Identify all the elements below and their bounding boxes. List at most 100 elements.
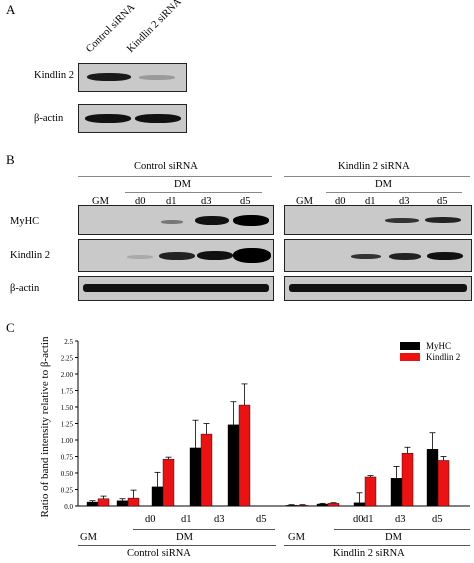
xgroup-label-control: Control siRNA: [127, 548, 191, 559]
panel-c-letter: C: [6, 320, 15, 335]
xtick-label-d0-kindlin2: d0: [353, 514, 364, 525]
y-tick-label: 2.25: [61, 355, 74, 363]
xgroup-dm-control: DM: [176, 532, 193, 543]
x-underline-gm-control: [78, 545, 106, 546]
bar-myhc: [116, 500, 129, 507]
lane-d3-kindlin2: d3: [399, 196, 410, 207]
band: [197, 251, 233, 260]
band: [161, 220, 183, 224]
bar-kindlin-2: [437, 460, 450, 507]
lane-d0-control: d0: [135, 196, 146, 207]
band: [195, 216, 229, 225]
band: [233, 248, 271, 263]
x-underline-all-control: [106, 545, 276, 546]
y-tick-label: 2.00: [61, 371, 74, 379]
x-underline-all-kindlin2: [284, 545, 470, 546]
y-tick-label: 1.50: [61, 404, 74, 412]
xtick-label-d0-control: d0: [145, 514, 156, 525]
bar-myhc: [285, 505, 298, 507]
bar-kindlin-2: [238, 404, 251, 507]
band: [389, 253, 421, 260]
blot-b-row-label-kindlin2: Kindlin 2: [10, 250, 50, 261]
bars: [86, 383, 450, 507]
xgroup-label-kindlin2: Kindlin 2 siRNA: [333, 548, 405, 559]
blot-a-row-label-actin: β-actin: [34, 113, 64, 124]
group-underline-kindlin2: [284, 176, 470, 177]
bar-myhc: [316, 503, 329, 507]
legend-swatch: [400, 342, 420, 350]
blot-b-row-label-myhc: MyHC: [10, 216, 40, 227]
xgroup-gm-control: GM: [80, 532, 97, 543]
y-tick-label: 0.75: [61, 454, 74, 462]
y-axis-label: Ratio of band intensity relative to β-ac…: [39, 336, 51, 517]
group-label-control: Control siRNA: [134, 161, 198, 172]
band: [351, 254, 381, 259]
lane-d5-control: d5: [240, 196, 251, 207]
y-tick-label: 1.25: [61, 421, 74, 429]
lane-gm-control: GM: [92, 196, 109, 207]
legend-swatch: [400, 353, 420, 361]
lane-d1-kindlin2: d1: [365, 196, 376, 207]
xtick-label-d1-control: d1: [181, 514, 192, 525]
band: [139, 75, 175, 80]
bar-kindlin-2: [200, 433, 213, 507]
y-tick-label: 0.50: [61, 470, 74, 478]
xtick-label-d5-kindlin2: d5: [432, 514, 443, 525]
blot-b-myhc-control: [78, 205, 274, 235]
band: [83, 284, 269, 292]
xgroup-gm-kindlin2: GM: [288, 532, 305, 543]
bar-kindlin-2: [162, 458, 175, 507]
dm-label-kindlin2: DM: [375, 179, 392, 190]
bar-kindlin-2: [127, 497, 140, 507]
band: [87, 73, 131, 81]
legend-label: Kindlin 2: [426, 352, 460, 362]
xtick-label-d5-control: d5: [256, 514, 267, 525]
group-label-kindlin2: Kindlin 2 siRNA: [338, 161, 410, 172]
bar-kindlin-2: [327, 503, 340, 507]
band: [127, 255, 153, 259]
blot-b-actin-kindlin2: [284, 276, 472, 301]
blot-a-row-label-kindlin2: Kindlin 2: [34, 70, 74, 81]
xtick-label-d3-kindlin2: d3: [395, 514, 406, 525]
band: [233, 215, 269, 226]
bar-myhc: [86, 501, 99, 507]
x-underline-dm-control: [133, 529, 275, 530]
lane-d0-kindlin2: d0: [335, 196, 346, 207]
blot-b-row-label-actin: β-actin: [10, 283, 40, 294]
xtick-label-d3-control: d3: [214, 514, 225, 525]
panel-b-letter: B: [6, 152, 15, 167]
band: [135, 114, 181, 123]
bar-myhc: [353, 502, 366, 507]
bar-myhc: [189, 447, 202, 507]
blot-a-kindlin2: [78, 63, 187, 92]
xtick-label-d1b-kindlin2: d1: [363, 514, 374, 525]
bar-kindlin-2: [401, 453, 414, 507]
dm-underline-kindlin2: [326, 192, 462, 193]
panel-a-letter: A: [6, 2, 16, 17]
band: [427, 252, 463, 260]
y-tick-label: 0.0: [64, 503, 73, 511]
lane-gm-kindlin2: GM: [296, 196, 313, 207]
dm-underline-control: [125, 192, 262, 193]
blot-b-kindlin2-kindlin2: [284, 239, 472, 272]
y-tick-label: 1.75: [61, 388, 74, 396]
xgroup-dm-kindlin2: DM: [385, 532, 402, 543]
blot-b-myhc-kindlin2: [284, 205, 472, 235]
lane-d3-control: d3: [201, 196, 212, 207]
bar-kindlin-2: [296, 505, 309, 507]
band: [159, 252, 195, 260]
dm-label-control: DM: [174, 179, 191, 190]
y-tick-label: 1.00: [61, 437, 74, 445]
blot-b-kindlin2-control: [78, 239, 274, 272]
bar-myhc: [227, 424, 240, 507]
x-underline-dm-kindlin2: [334, 529, 470, 530]
blot-a-actin: [78, 104, 187, 133]
bar-myhc: [390, 478, 403, 507]
y-tick-label: 2.5: [64, 338, 73, 346]
band: [385, 218, 419, 223]
y-tick-label: 0.25: [61, 487, 74, 495]
lane-d1-control: d1: [166, 196, 177, 207]
legend-label: MyHC: [426, 341, 451, 351]
